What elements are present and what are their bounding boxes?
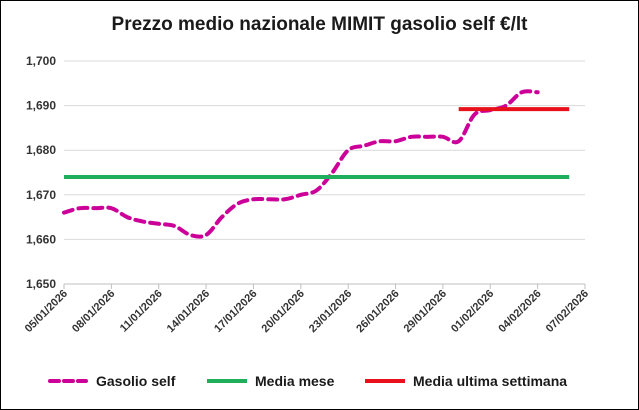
x-tick-label: 05/01/2026 xyxy=(23,288,70,335)
legend-swatch-gasolio-self xyxy=(48,374,88,388)
legend-label-media-mese: Media mese xyxy=(255,373,335,389)
legend-swatch-media-ultima-settimana xyxy=(365,374,405,388)
y-tick-label: 1,650 xyxy=(26,277,56,291)
y-tick-label: 1,680 xyxy=(26,143,56,157)
legend-swatch-media-mese xyxy=(207,374,247,388)
x-tick-label: 26/01/2026 xyxy=(354,288,401,335)
legend-item-media-mese: Media mese xyxy=(207,371,334,391)
x-tick-label: 23/01/2026 xyxy=(307,288,354,335)
x-tick-label: 29/01/2026 xyxy=(402,288,449,335)
x-tick-label: 11/01/2026 xyxy=(118,288,165,335)
x-tick-label: 07/02/2026 xyxy=(544,288,591,335)
legend-item-gasolio-self: Gasolio self xyxy=(48,371,175,391)
x-tick-label: 17/01/2026 xyxy=(212,288,259,335)
legend-label-media-ultima-settimana: Media ultima settimana xyxy=(413,373,568,389)
chart-title: Prezzo medio nazionale MIMIT gasolio sel… xyxy=(111,14,528,35)
x-tick-label: 08/01/2026 xyxy=(70,288,117,335)
x-tick-label: 04/02/2026 xyxy=(496,288,543,335)
legend-item-media-ultima-settimana: Media ultima settimana xyxy=(365,371,567,391)
legend-label-gasolio-self: Gasolio self xyxy=(96,373,176,389)
y-tick-label: 1,670 xyxy=(26,188,56,202)
y-tick-label: 1,660 xyxy=(26,232,56,246)
chart-legend: Gasolio self Media mese Media ultima set… xyxy=(0,371,639,391)
series-gasolio-self xyxy=(62,89,540,239)
y-tick-label: 1,700 xyxy=(26,54,56,68)
x-tick-label: 01/02/2026 xyxy=(449,288,496,335)
y-tick-label: 1,690 xyxy=(26,99,56,113)
x-tick-label: 14/01/2026 xyxy=(165,288,212,335)
x-tick-label: 20/01/2026 xyxy=(260,288,307,335)
